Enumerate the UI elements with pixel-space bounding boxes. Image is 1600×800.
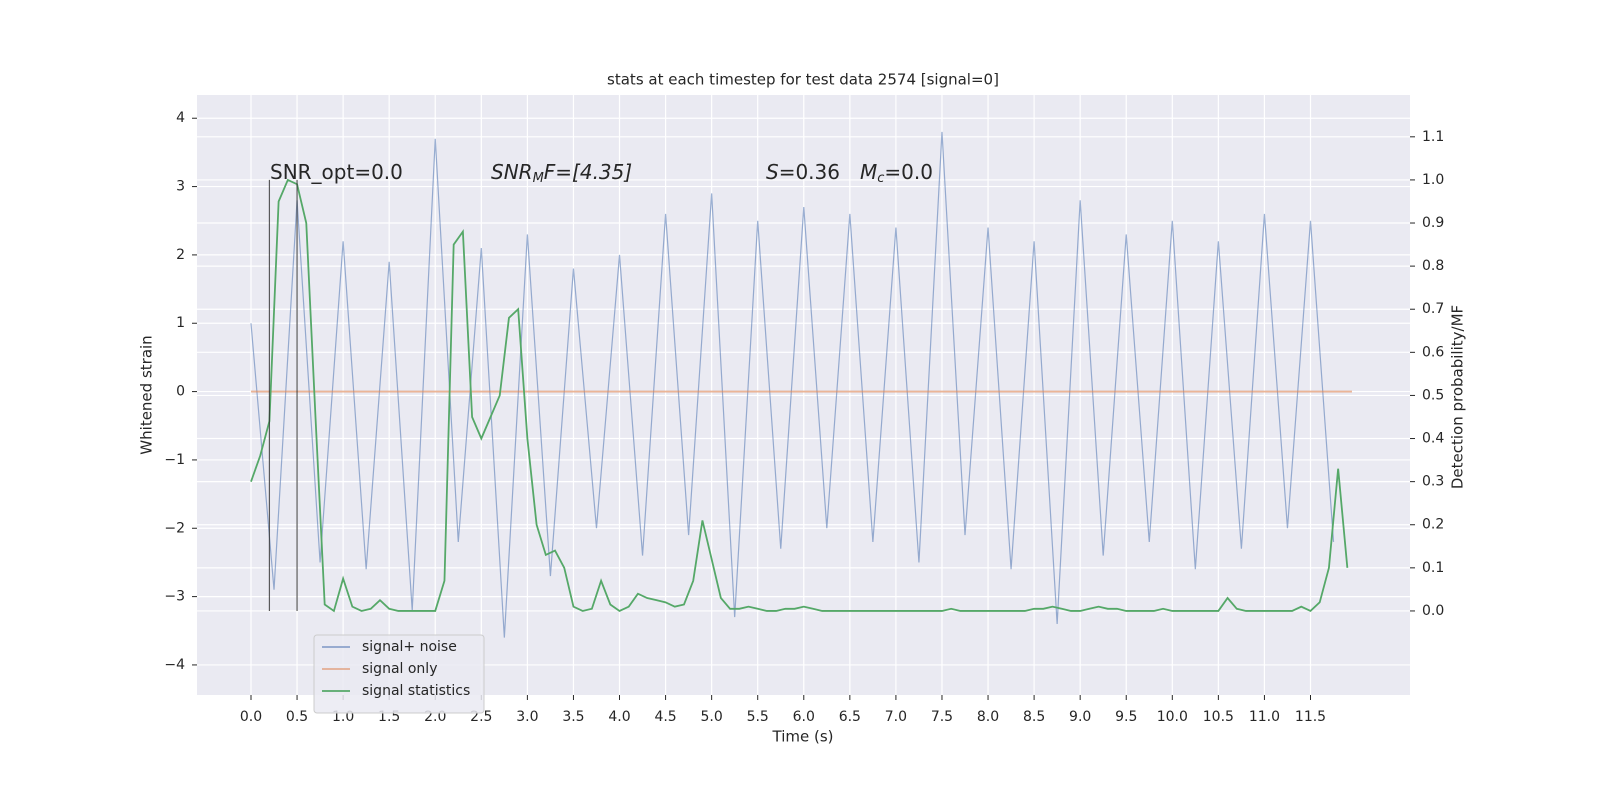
legend: signal+ noise signal only signal statistic… xyxy=(313,634,485,714)
y-tick-label: −2 xyxy=(164,520,185,536)
x-tick-label: 5.0 xyxy=(701,709,723,725)
y2-tick-label: 0.7 xyxy=(1422,301,1444,317)
x-tick-label: 3.0 xyxy=(516,709,538,725)
annotation-part: c xyxy=(877,171,884,186)
y2-tick-label: 0.2 xyxy=(1422,517,1444,533)
annotation: SNR_opt=0.0 xyxy=(270,160,403,184)
y-tick-label: 0 xyxy=(176,384,185,400)
y2-tick-label: 0.1 xyxy=(1422,560,1444,576)
annotation: S=0.36 Mc=0.0 xyxy=(766,160,933,186)
y2-tick-label: 0.0 xyxy=(1422,603,1444,619)
x-tick-label: 11.5 xyxy=(1295,709,1326,725)
marks xyxy=(250,131,1352,638)
y2-tick-label: 0.3 xyxy=(1422,474,1444,490)
annotation-part: S xyxy=(766,160,779,184)
annotation-part: =0.0 xyxy=(884,160,933,184)
series-line xyxy=(250,178,1349,613)
y-tick-label: 2 xyxy=(176,247,185,263)
y2-tick-label: 0.5 xyxy=(1422,387,1444,403)
annotation: SNRMF=[4.35] xyxy=(491,160,632,186)
x-tick-label: 8.0 xyxy=(977,709,999,725)
annotation-part: M xyxy=(533,171,544,186)
annotation-part: SNR_opt=0.0 xyxy=(270,160,403,184)
y2-tick-label: 0.4 xyxy=(1422,431,1444,447)
annotation-part: F=[4.35] xyxy=(544,160,632,184)
y-tick-label: 3 xyxy=(176,179,185,195)
y2-tick-label: 0.8 xyxy=(1422,258,1444,274)
x-tick-label: 0.0 xyxy=(240,709,262,725)
y2-tick-label: 1.0 xyxy=(1422,172,1444,188)
x-tick-label: 10.5 xyxy=(1203,709,1234,725)
x-tick-label: 3.5 xyxy=(562,709,584,725)
x-tick-label: 5.5 xyxy=(747,709,769,725)
annotation-part: M xyxy=(860,160,877,184)
y2-tick-label: 0.6 xyxy=(1422,344,1444,360)
y-tick-label: −3 xyxy=(164,589,185,605)
x-axis-label: Time (s) xyxy=(772,728,834,746)
x-tick-label: 7.5 xyxy=(931,709,953,725)
legend-label: signal+ noise xyxy=(362,639,457,655)
y-axis-label: Whitened strain xyxy=(138,335,156,454)
x-tick-label: 8.5 xyxy=(1023,709,1045,725)
legend-label: signal only xyxy=(362,661,437,677)
y2-tick-label: 1.1 xyxy=(1422,129,1444,145)
x-tick-label: 4.0 xyxy=(608,709,630,725)
y2-axis-label: Detection probability/MF xyxy=(1449,305,1467,489)
x-tick-label: 10.0 xyxy=(1157,709,1188,725)
y-tick-label: 4 xyxy=(176,110,185,126)
annotation-part: SNR xyxy=(491,160,533,184)
grid xyxy=(197,95,1410,695)
y2-tick-label: 0.9 xyxy=(1422,215,1444,231)
x-tick-label: 6.5 xyxy=(839,709,861,725)
x-tick-label: 11.0 xyxy=(1249,709,1280,725)
y-tick-label: −1 xyxy=(164,452,185,468)
annotation-part: =0.36 xyxy=(779,160,840,184)
x-tick-label: 0.5 xyxy=(286,709,308,725)
y-tick-label: 1 xyxy=(176,315,185,331)
legend-box xyxy=(313,634,485,714)
x-tick-label: 9.0 xyxy=(1069,709,1091,725)
x-tick-label: 7.0 xyxy=(885,709,907,725)
chart-title: stats at each timestep for test data 257… xyxy=(607,71,999,89)
x-tick-label: 6.0 xyxy=(793,709,815,725)
x-tick-label: 4.5 xyxy=(654,709,676,725)
series-line xyxy=(250,131,1335,638)
y-tick-label: −4 xyxy=(164,657,185,673)
legend-label: signal statistics xyxy=(362,683,470,699)
x-tick-label: 9.5 xyxy=(1115,709,1137,725)
